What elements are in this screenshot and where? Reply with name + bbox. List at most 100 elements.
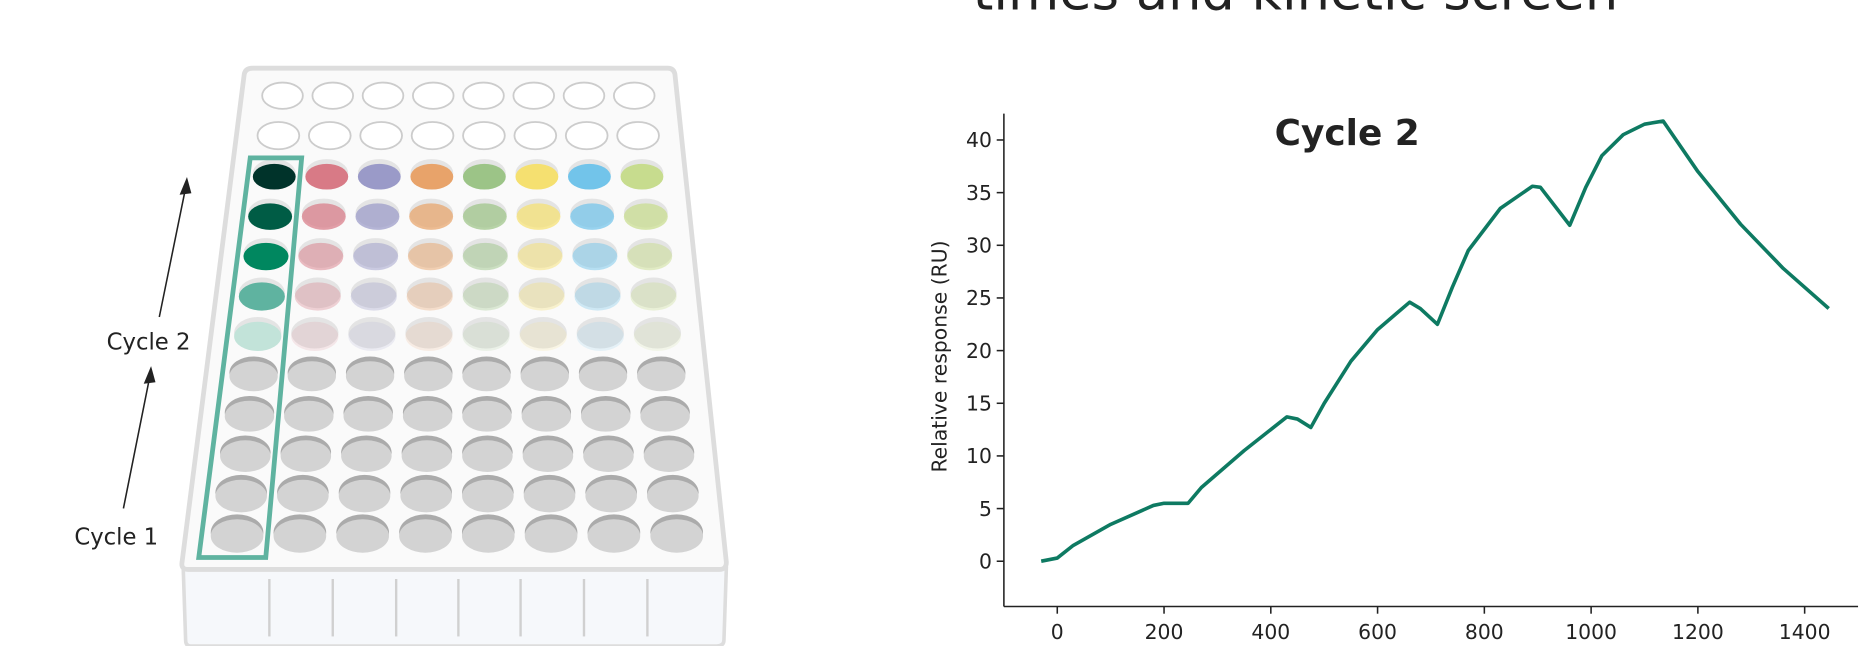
y-tick-label: 30 xyxy=(966,233,992,257)
well-gray xyxy=(462,479,514,513)
well-sample xyxy=(462,203,507,230)
chart-title: Cycle 2 xyxy=(1275,113,1420,154)
x-tick-label: 1000 xyxy=(1565,620,1617,644)
well-rim xyxy=(294,277,341,309)
well-sample xyxy=(576,321,624,351)
well-gray xyxy=(462,400,512,432)
well-rim xyxy=(630,277,677,309)
well-sample xyxy=(305,163,349,190)
well-sample xyxy=(243,242,289,271)
cycle-label: Cycle 2 xyxy=(107,329,191,355)
well-sample xyxy=(410,163,454,190)
well-gray xyxy=(643,440,695,472)
well-gray xyxy=(524,519,578,553)
well-sample xyxy=(294,282,341,311)
well-gray xyxy=(521,400,572,432)
well-rim xyxy=(462,317,510,349)
line-series xyxy=(1040,119,1830,563)
x-tick-label: 1400 xyxy=(1779,620,1831,644)
well-gray xyxy=(224,400,275,432)
y-tick-label: 20 xyxy=(966,339,992,363)
well-gray xyxy=(461,519,515,553)
well-rim xyxy=(576,317,624,349)
well-gray xyxy=(402,400,453,432)
well-sample xyxy=(409,203,454,230)
well-gray xyxy=(210,519,264,553)
well-gray xyxy=(345,361,395,392)
well-gray xyxy=(520,361,569,392)
well-sample xyxy=(620,163,664,190)
y-tick-label: 0 xyxy=(979,549,992,573)
well-sample xyxy=(252,163,296,190)
base-dividers xyxy=(268,579,649,637)
y-tick-label: 15 xyxy=(966,391,992,415)
well-sample xyxy=(407,242,453,271)
well-sample xyxy=(301,203,346,230)
well-sample xyxy=(567,163,611,190)
well-sample xyxy=(350,282,397,311)
well-rim xyxy=(405,317,453,349)
y-tick-label: 10 xyxy=(966,444,992,468)
well-gray xyxy=(583,440,634,472)
well-gray xyxy=(341,440,392,472)
x-tick-label: 600 xyxy=(1358,620,1397,644)
well-sample xyxy=(462,163,506,190)
well-empty xyxy=(261,81,304,110)
well-empty xyxy=(359,121,403,151)
well-gray xyxy=(523,479,576,513)
well-sample xyxy=(572,242,618,271)
cycle-arrows xyxy=(122,177,192,509)
y-tick-label: 25 xyxy=(966,286,992,310)
well-sample xyxy=(298,242,344,271)
well-empty xyxy=(361,81,405,110)
well-sample xyxy=(630,282,677,311)
well-sample xyxy=(633,321,681,351)
well-sample xyxy=(462,321,510,351)
x-tick-label: 0 xyxy=(1051,620,1064,644)
cycle-highlight xyxy=(196,155,305,560)
well-empty xyxy=(256,121,301,151)
well-gray xyxy=(650,519,704,553)
well-gray xyxy=(578,361,628,392)
well-gray xyxy=(280,440,332,472)
well-gray xyxy=(637,361,686,392)
well-gray xyxy=(287,361,336,392)
well-gray xyxy=(399,519,452,553)
x-tick-label: 1200 xyxy=(1672,620,1724,644)
well-rim xyxy=(518,277,565,309)
y-axis-label: Relative response (RU) xyxy=(927,240,951,472)
well-gray xyxy=(585,479,637,513)
well-sample xyxy=(291,321,339,351)
well-sample xyxy=(518,282,565,311)
well-rim xyxy=(574,277,621,309)
well-sample xyxy=(570,203,615,230)
well-gray xyxy=(215,479,267,513)
well-gray xyxy=(401,440,453,472)
well-gray xyxy=(647,479,699,513)
y-tick-label: 5 xyxy=(979,497,992,521)
well-empty xyxy=(564,121,609,151)
x-tick-label: 800 xyxy=(1465,620,1504,644)
x-tick-label: 400 xyxy=(1251,620,1290,644)
well-empty xyxy=(513,121,558,151)
well-gray xyxy=(343,400,393,432)
well-gray xyxy=(462,361,511,392)
well-sample xyxy=(353,242,399,271)
well-sample xyxy=(623,203,668,230)
well-gray xyxy=(336,519,389,553)
well-sample xyxy=(405,321,453,351)
plate xyxy=(179,65,729,646)
well-sample xyxy=(519,321,567,351)
well-gray xyxy=(522,440,574,472)
well-empty xyxy=(410,121,455,151)
well-gray xyxy=(273,519,327,553)
well-gray xyxy=(581,400,631,432)
well-gray xyxy=(404,361,453,392)
y-tick-label: 35 xyxy=(966,181,992,205)
well-sample xyxy=(574,282,621,311)
well-sample xyxy=(355,203,400,230)
well-gray xyxy=(587,519,641,553)
well-rim xyxy=(350,277,397,309)
plate-base xyxy=(181,566,729,646)
